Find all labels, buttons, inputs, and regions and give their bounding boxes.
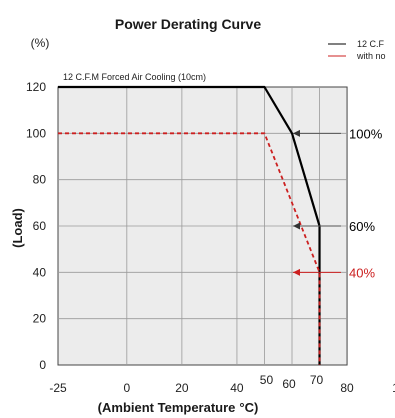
y-unit-label: (%) <box>31 36 50 50</box>
x-tick-label: 40 <box>230 381 244 395</box>
y-tick-label: 40 <box>33 265 47 279</box>
x-tick-label: -25 <box>49 381 67 395</box>
annotation-label: 40% <box>349 265 375 280</box>
x-tick-label: 50 <box>260 373 274 387</box>
y-tick-label: 120 <box>26 80 46 94</box>
x-tick-label: 60 <box>282 377 296 391</box>
x-axis-label-text: (Ambient Temperature <box>98 400 236 415</box>
y-tick-label: 0 <box>39 358 46 372</box>
chart-title: Power Derating Curve <box>115 16 261 32</box>
series-line <box>58 132 321 365</box>
annotation-label: 60% <box>349 219 375 234</box>
x-tick-label: 20 <box>175 381 189 395</box>
annotation-arrowhead <box>293 268 300 276</box>
plot-layer: 020406080100120-250204050607080100100%60… <box>26 39 395 395</box>
annotation-label: 100% <box>349 126 383 141</box>
x-tick-label: 100 <box>392 381 395 395</box>
y-tick-label: 100 <box>26 126 46 140</box>
cooling-note: 12 C.F.M Forced Air Cooling (10cm) <box>63 72 206 82</box>
legend-label: with no <box>356 51 386 61</box>
annotation-arrowhead <box>293 129 300 137</box>
x-axis-label-unit: °C) <box>239 400 258 415</box>
y-axis-label: (Load) <box>10 208 25 248</box>
x-tick-label: 0 <box>123 381 130 395</box>
y-tick-label: 60 <box>33 219 47 233</box>
y-tick-label: 80 <box>33 173 47 187</box>
annotation-arrowhead <box>293 222 300 230</box>
x-axis-label: (Ambient Temperature °C) <box>98 400 259 415</box>
x-tick-label: 80 <box>340 381 354 395</box>
x-tick-label: 70 <box>310 373 324 387</box>
y-tick-label: 20 <box>33 312 47 326</box>
legend-label: 12 C.F <box>357 39 385 49</box>
